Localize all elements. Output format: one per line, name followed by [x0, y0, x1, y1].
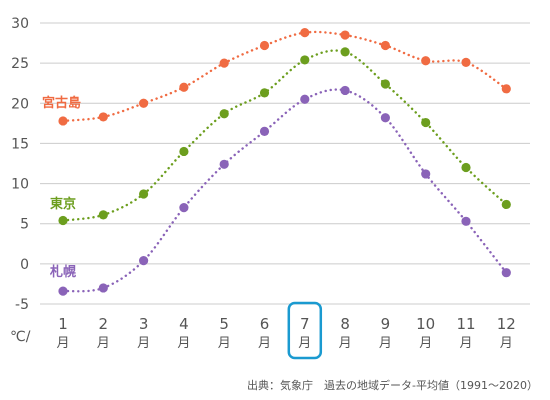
x-tick-label: 5	[219, 315, 229, 333]
data-point	[179, 203, 189, 213]
data-point	[98, 112, 108, 122]
data-point	[139, 189, 149, 199]
grid-lines	[40, 22, 530, 305]
y-tick-label: 10	[11, 177, 29, 193]
x-tick-unit: 月	[56, 336, 69, 351]
data-point	[58, 215, 68, 226]
data-point	[380, 113, 390, 123]
x-tick-label: 6	[260, 315, 270, 333]
x-tick-unit: 月	[379, 336, 392, 351]
x-tick-unit: 月	[339, 336, 352, 351]
series-label: 宮古島	[42, 95, 81, 111]
series-line	[61, 49, 508, 222]
x-tick-label: 10	[416, 315, 435, 333]
data-point	[501, 199, 511, 210]
data-point	[461, 57, 471, 67]
data-point	[58, 116, 68, 126]
x-tick-label: 12	[497, 315, 516, 333]
y-tick-label: 15	[11, 136, 29, 152]
data-point	[259, 40, 270, 51]
x-tick-label: 9	[381, 315, 391, 333]
data-point	[139, 98, 149, 108]
data-point	[501, 84, 511, 94]
y-unit-label: ℃/	[10, 329, 31, 345]
series-line	[61, 30, 508, 123]
x-tick-label: 11	[456, 315, 475, 333]
data-point	[139, 256, 149, 266]
data-point	[380, 40, 390, 51]
data-point	[259, 126, 270, 136]
x-tick-unit: 月	[459, 336, 472, 351]
x-tick-label: 8	[340, 315, 350, 333]
x-tick-unit: 月	[258, 336, 271, 351]
series-label: 東京	[50, 196, 76, 212]
highlight-box	[287, 301, 323, 360]
series-label: 札幌	[49, 264, 76, 280]
x-tick-label: 7	[300, 315, 310, 333]
x-tick-label: 1	[58, 315, 68, 333]
series-line	[61, 88, 508, 293]
x-tick-unit: 月	[298, 336, 311, 351]
data-point	[340, 85, 350, 96]
data-point	[58, 286, 68, 296]
data-point	[219, 159, 229, 169]
x-tick-label: 2	[99, 315, 109, 333]
data-point	[300, 55, 310, 65]
x-tick-label: 4	[179, 315, 189, 333]
y-tick-label: 25	[11, 56, 29, 72]
data-point	[219, 58, 229, 68]
data-point	[300, 94, 310, 104]
y-tick-label: 20	[11, 96, 29, 112]
data-point	[461, 162, 471, 173]
x-tick-unit: 月	[500, 336, 513, 351]
data-point	[179, 82, 189, 92]
x-axis-ticks: 1 月 2 月 3 月 4 月 5 月 6 月 7 月 8 月 9 月 10 月 11 月 12 月	[56, 315, 515, 351]
y-axis-ticks: -5 0 5 10 15 20 25 30	[11, 16, 29, 313]
x-tick-unit: 月	[218, 336, 231, 351]
data-point	[421, 169, 431, 179]
data-point	[340, 47, 350, 57]
data-point	[501, 268, 511, 278]
data-point	[98, 283, 108, 293]
data-point	[340, 30, 350, 40]
y-tick-label: 0	[20, 257, 29, 273]
data-point	[380, 79, 390, 89]
y-tick-label: -5	[15, 297, 29, 313]
x-tick-label: 3	[139, 315, 149, 333]
y-tick-label: 5	[20, 217, 29, 233]
x-tick-unit: 月	[177, 336, 190, 351]
data-point	[421, 117, 431, 128]
x-tick-unit: 月	[419, 336, 432, 351]
x-tick-unit: 月	[97, 336, 110, 351]
data-point	[461, 216, 471, 226]
x-tick-unit: 月	[137, 336, 150, 351]
data-point	[179, 146, 189, 157]
data-point	[259, 88, 270, 98]
data-point	[98, 210, 108, 220]
data-point	[300, 28, 310, 38]
data-point	[421, 56, 431, 66]
data-point	[219, 109, 229, 119]
series-lines	[58, 28, 511, 296]
y-tick-label: 30	[11, 16, 29, 32]
source-note: 出典：気象庁 過去の地域データ-平均値（1991〜2020）	[247, 378, 538, 392]
